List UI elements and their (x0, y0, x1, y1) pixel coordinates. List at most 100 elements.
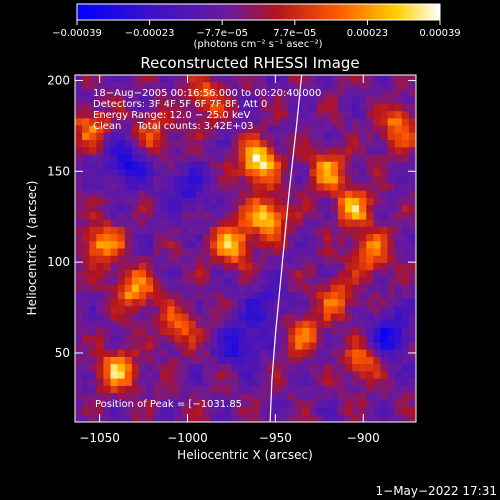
heatmap-cell (238, 306, 246, 314)
heatmap-cell (323, 371, 332, 379)
heatmap-cell (266, 118, 275, 126)
heatmap-cell (160, 306, 168, 314)
heatmap-cell (288, 328, 296, 336)
heatmap-cell (316, 140, 324, 148)
heatmap-cell (245, 378, 253, 387)
heatmap-cell (167, 299, 175, 307)
heatmap-cell (408, 364, 416, 372)
heatmap-cell (217, 378, 225, 387)
heatmap-cell (238, 364, 246, 372)
heatmap-cell (202, 364, 211, 372)
heatmap-cell (160, 270, 168, 278)
heatmap-cell (366, 356, 374, 365)
heatmap-cell (82, 378, 90, 387)
heatmap-cell (316, 234, 324, 242)
heatmap-cell (96, 234, 104, 242)
heatmap-cell (273, 335, 282, 343)
heatmap-cell (110, 219, 118, 228)
heatmap-cell (138, 342, 147, 351)
heatmap-cell (82, 400, 90, 408)
heatmap-cell (153, 147, 161, 155)
heatmap-cell (401, 270, 410, 278)
heatmap-cell (359, 385, 367, 394)
heatmap-cell (138, 356, 147, 365)
heatmap-cell (153, 320, 161, 329)
heatmap-cell (96, 313, 104, 322)
heatmap-cell (146, 226, 154, 235)
heatmap-cell (167, 125, 175, 134)
heatmap-cell (330, 241, 339, 249)
heatmap-cell (288, 212, 296, 220)
heatmap-cell (124, 226, 133, 235)
heatmap-cell (160, 140, 168, 148)
heatmap-cell (153, 335, 161, 343)
heatmap-cell (373, 407, 381, 416)
heatmap-cell (75, 414, 83, 422)
heatmap-cell (245, 168, 253, 177)
heatmap-cell (259, 161, 268, 170)
heatmap-cell (209, 306, 218, 314)
heatmap-cell (138, 378, 147, 387)
heatmap-cell (153, 342, 161, 351)
heatmap-cell (146, 168, 154, 177)
heatmap-cell (89, 241, 97, 249)
heatmap-cell (295, 385, 303, 394)
heatmap-cell (96, 89, 104, 97)
heatmap-cell (202, 190, 211, 199)
heatmap-cell (337, 96, 346, 105)
heatmap-cell (337, 313, 346, 322)
heatmap-cell (138, 205, 147, 213)
heatmap-cell (89, 190, 97, 199)
heatmap-cell (195, 328, 204, 336)
heatmap-cell (352, 393, 360, 401)
heatmap-cell (231, 183, 239, 191)
heatmap-cell (288, 125, 296, 134)
heatmap-cell (330, 335, 339, 343)
heatmap-cell (401, 132, 410, 141)
heatmap-cell (366, 277, 374, 285)
heatmap-cell (167, 205, 175, 213)
heatmap-cell (302, 342, 310, 351)
heatmap-cell (359, 183, 367, 191)
heatmap-cell (337, 335, 346, 343)
heatmap-cell (160, 89, 168, 97)
heatmap-cell (231, 176, 239, 184)
heatmap-cell (181, 284, 189, 293)
heatmap-cell (188, 241, 197, 249)
heatmap-cell (259, 407, 268, 416)
heatmap-cell (266, 161, 275, 170)
heatmap-cell (195, 176, 204, 184)
heatmap-cell (217, 291, 225, 300)
heatmap-cell (281, 299, 289, 307)
heatmap-cell (103, 154, 111, 163)
heatmap-cell (259, 176, 268, 184)
heatmap-cell (103, 125, 111, 134)
heatmap-cell (373, 161, 381, 170)
heatmap-cell (394, 414, 403, 422)
heatmap-cell (352, 407, 360, 416)
heatmap-cell (366, 342, 374, 351)
heatmap-cell (401, 342, 410, 351)
heatmap-cell (103, 103, 111, 112)
heatmap-cell (131, 132, 140, 141)
heatmap-cell (160, 103, 168, 112)
heatmap-cell (138, 328, 147, 336)
heatmap-cell (224, 89, 232, 97)
heatmap-cell (252, 176, 260, 184)
heatmap-cell (380, 284, 388, 293)
heatmap-cell (188, 132, 197, 141)
heatmap-cell (138, 407, 147, 416)
heatmap-cell (366, 335, 374, 343)
heatmap-cell (131, 255, 140, 264)
heatmap-cell (103, 277, 111, 285)
heatmap-cell (359, 176, 367, 184)
heatmap-cell (252, 262, 260, 271)
heatmap-cell (231, 306, 239, 314)
heatmap-cell (387, 349, 395, 358)
heatmap-cell (387, 356, 395, 365)
heatmap-cell (110, 356, 118, 365)
heatmap-cell (387, 342, 395, 351)
heatmap-cell (117, 183, 126, 191)
heatmap-cell (316, 183, 324, 191)
heatmap-cell (195, 197, 204, 206)
